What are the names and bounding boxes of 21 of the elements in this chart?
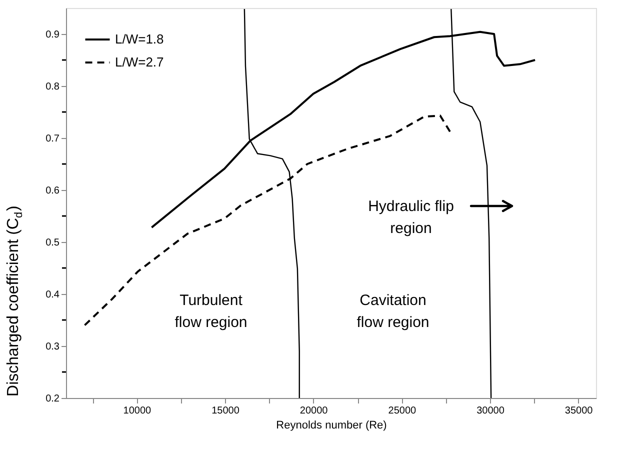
- legend-label: L/W=1.8: [115, 32, 164, 46]
- annotation: Turbulent flow region: [174, 292, 248, 331]
- y-tick-label: 0.2: [46, 394, 60, 404]
- annotation: Hydraulic flip region: [368, 198, 454, 237]
- x-tick-label: 10000: [123, 406, 152, 416]
- y-tick-label: 0.6: [46, 186, 60, 196]
- y-tick-label: 0.5: [46, 238, 60, 248]
- legend-label: L/W=2.7: [115, 54, 164, 70]
- y-axis-title: Discharged coefficient (Cd): [5, 206, 25, 396]
- y-tick-label: 0.8: [46, 82, 60, 92]
- y-tick-label: 0.3: [46, 342, 60, 352]
- x-tick-label: 20000: [300, 406, 328, 416]
- x-tick-label: 30000: [476, 406, 505, 416]
- y-tick-label: 0.7: [46, 134, 60, 144]
- x-tick-label: 15000: [212, 406, 240, 416]
- y-tick-label: 0.4: [46, 290, 60, 300]
- annotation: Cavitation flow region: [356, 292, 430, 331]
- x-axis-title: Reynolds number (Re): [276, 420, 387, 432]
- x-tick-label: 25000: [388, 406, 417, 416]
- x-tick-label: 35000: [564, 406, 594, 416]
- y-tick-label: 0.9: [46, 30, 60, 40]
